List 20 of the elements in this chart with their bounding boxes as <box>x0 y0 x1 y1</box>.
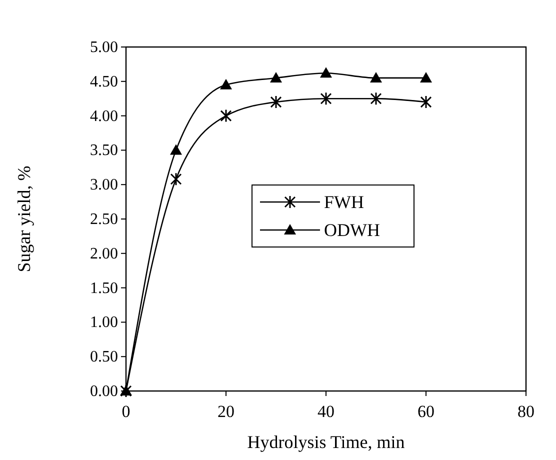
x-tick-label: 0 <box>122 402 130 421</box>
legend-label: ODWH <box>324 220 380 240</box>
y-tick-label: 2.00 <box>90 245 118 262</box>
y-tick-label: 4.00 <box>90 108 118 125</box>
y-tick-label: 2.50 <box>90 211 118 228</box>
y-tick-label: 0.50 <box>90 348 118 366</box>
x-tick-label: 80 <box>518 402 534 421</box>
legend-label: FWH <box>324 192 364 212</box>
x-tick-label: 40 <box>318 402 334 421</box>
y-tick-label: 3.00 <box>90 176 118 194</box>
x-tick-label: 20 <box>218 402 234 421</box>
y-tick-label: 0.00 <box>90 383 118 400</box>
y-tick-label: 4.50 <box>90 73 118 90</box>
x-tick-label: 60 <box>418 402 434 421</box>
y-tick-label: 5.00 <box>90 39 118 56</box>
x-axis-title: Hydrolysis Time, min <box>247 432 405 452</box>
y-axis-title: Sugar yield, % <box>14 166 34 272</box>
y-tick-label: 1.00 <box>90 314 118 332</box>
y-tick-label: 3.50 <box>90 142 118 160</box>
y-tick-label: 1.50 <box>90 280 118 297</box>
